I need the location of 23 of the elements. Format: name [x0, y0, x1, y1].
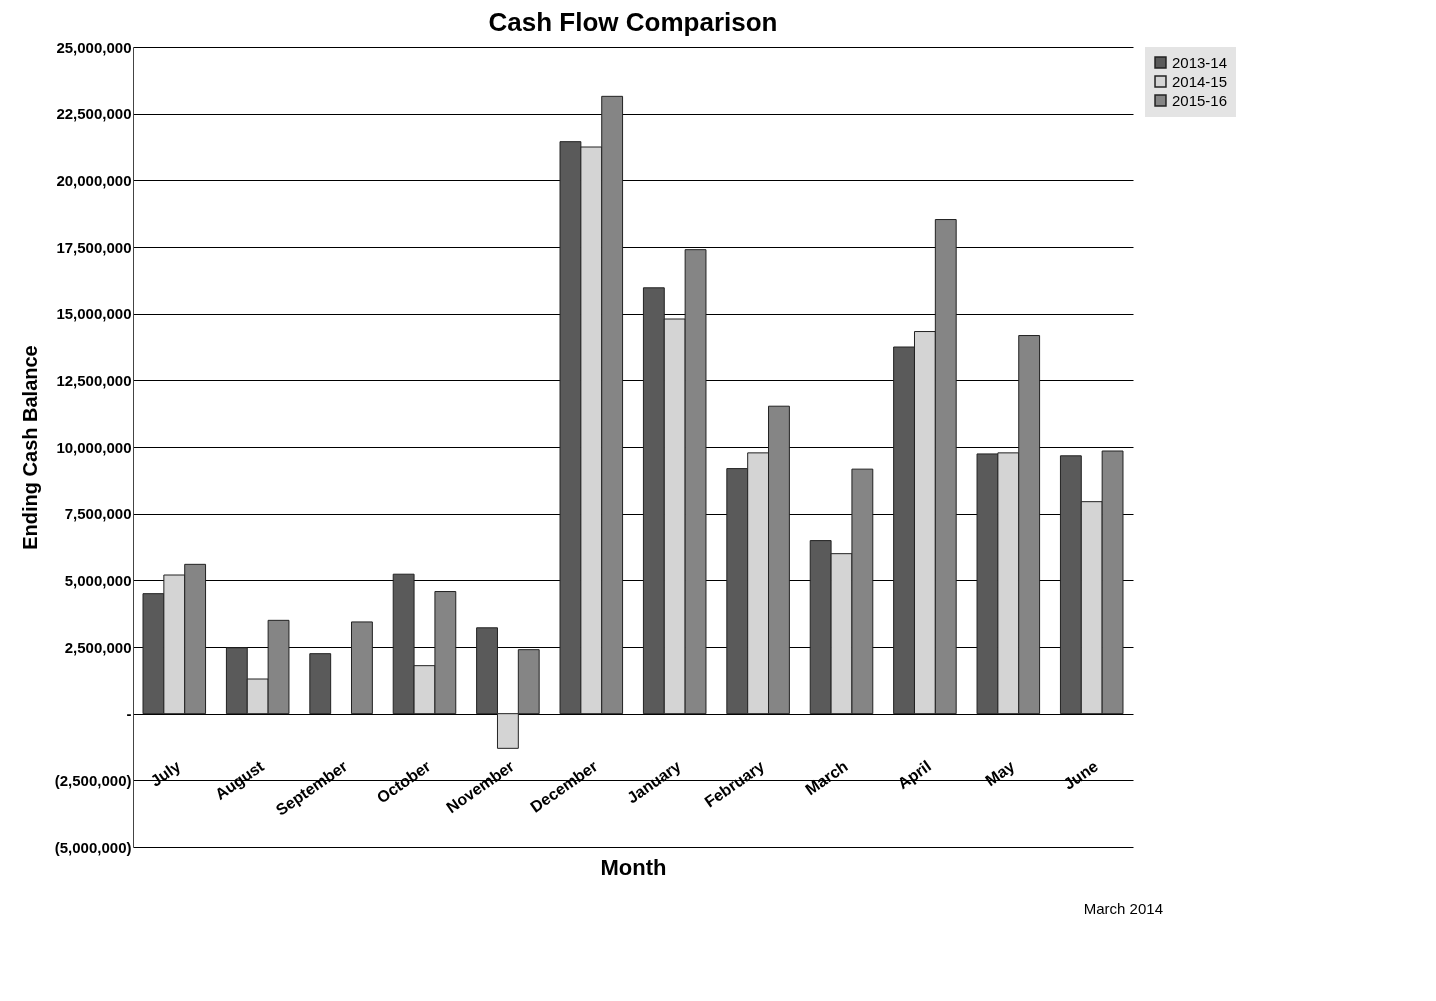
legend-label: 2015-16 [1172, 91, 1228, 109]
text: March 2014 [1083, 900, 1163, 917]
y-tick-label: (5,000,000) [54, 838, 132, 856]
y-tick-label: 2,500,000 [64, 638, 132, 656]
bar [309, 653, 332, 715]
y-tick-label: 12,500,000 [56, 371, 132, 389]
legend-label: 2013-14 [1172, 53, 1228, 71]
y-tick-label: 10,000,000 [56, 438, 132, 456]
y-tick-label: 15,000,000 [56, 305, 132, 323]
y-tick-label: 20,000,000 [56, 171, 132, 189]
bar [351, 621, 373, 715]
y-axis-title: Ending Cash Balance [18, 345, 41, 550]
y-tick-label: 25,000,000 [56, 38, 132, 56]
y-tick-label: 5,000,000 [64, 571, 132, 589]
y-tick-label: (2,500,000) [54, 771, 132, 789]
chart-title: Cash Flow Comparison [488, 7, 778, 37]
y-tick-label: 7,500,000 [64, 505, 132, 523]
x-axis-title: Month [600, 854, 667, 880]
y-tick-label: 17,500,000 [56, 238, 132, 256]
y-tick-label: 22,500,000 [56, 105, 132, 123]
y-tick-label: - [126, 705, 132, 723]
x-tick-label: July [147, 757, 184, 790]
legend-label: 2014-15 [1172, 72, 1228, 90]
